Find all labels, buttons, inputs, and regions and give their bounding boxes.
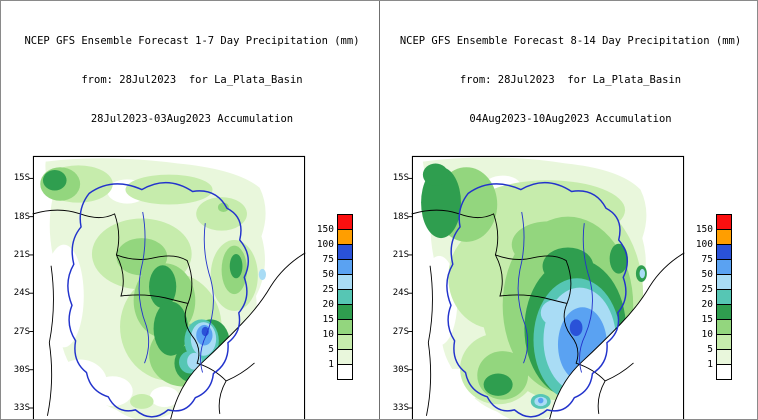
panel-title-line3: 28Jul2023-03Aug2023 Accumulation — [90, 113, 294, 125]
colorbar-label: 75 — [701, 254, 713, 265]
panel-week1-header: NCEP GFS Ensemble Forecast 1-7 Day Preci… — [7, 9, 377, 152]
map-border — [32, 155, 306, 419]
colorbar-swatch — [337, 259, 353, 275]
y-axis-label: 15S — [392, 173, 409, 184]
map-frame-week1 — [29, 155, 306, 419]
y-axis-label: 27S — [392, 326, 409, 337]
colorbar-swatch — [716, 349, 732, 365]
coastline — [549, 252, 685, 419]
colorbar-label: 10 — [322, 329, 334, 340]
colorbar-swatches — [716, 214, 732, 384]
colorbar-label: 25 — [701, 284, 713, 295]
colorbar-swatch — [716, 304, 732, 320]
map-frame-week2 — [408, 155, 685, 419]
y-axis-label: 30S — [13, 364, 30, 375]
colorbar-swatch — [716, 229, 732, 245]
colorbar-label: 20 — [701, 299, 713, 310]
colorbar: 150 100 75 50 25 20 15 10 5 1 — [692, 214, 732, 384]
colorbar-label: 5 — [707, 344, 713, 355]
colorbar-swatch — [337, 289, 353, 305]
colorbar-swatch — [716, 214, 732, 230]
colorbar-label: 100 — [316, 239, 334, 250]
panel-title-line1: NCEP GFS Ensemble Forecast 1-7 Day Preci… — [24, 35, 360, 47]
coastline — [170, 252, 306, 419]
colorbar-swatch — [337, 244, 353, 260]
panel-title-line1: NCEP GFS Ensemble Forecast 8-14 Day Prec… — [399, 35, 742, 47]
colorbar-label: 1 — [328, 359, 334, 370]
panel-title-line2: from: 28Jul2023 for La_Plata_Basin — [459, 74, 682, 86]
basin-boundary — [446, 181, 629, 418]
colorbar-swatches — [337, 214, 353, 384]
colorbar-swatch — [337, 319, 353, 335]
colorbar-swatch — [337, 229, 353, 245]
colorbar-swatch — [716, 244, 732, 260]
panel-week2-header: NCEP GFS Ensemble Forecast 8-14 Day Prec… — [386, 9, 755, 152]
y-axis-label: 30S — [392, 364, 409, 375]
precip-map-week2 — [408, 155, 685, 419]
colorbar-swatch — [337, 349, 353, 365]
colorbar-label: 50 — [322, 269, 334, 280]
colorbar-label: 15 — [701, 314, 713, 325]
colorbar-swatch — [716, 334, 732, 350]
colorbar-label: 150 — [316, 224, 334, 235]
colorbar-label: 20 — [322, 299, 334, 310]
colorbar-label: 75 — [322, 254, 334, 265]
colorbar: 150 100 75 50 25 20 15 10 5 1 — [313, 214, 353, 384]
y-axis: 15S 18S 21S 24S 27S 30S 33S — [386, 156, 412, 419]
colorbar-swatch — [716, 364, 732, 380]
y-axis-label: 24S — [13, 288, 30, 299]
colorbar-swatch — [716, 289, 732, 305]
y-axis-label: 21S — [392, 250, 409, 261]
colorbar-label: 25 — [322, 284, 334, 295]
y-axis-label: 24S — [392, 288, 409, 299]
colorbar-swatch — [337, 214, 353, 230]
panel-week2: NCEP GFS Ensemble Forecast 8-14 Day Prec… — [379, 1, 757, 419]
map-row: 15S 18S 21S 24S 27S 30S 33S — [386, 155, 755, 419]
colorbar-labels: 150 100 75 50 25 20 15 10 5 1 — [313, 214, 337, 384]
colorbar-label: 15 — [322, 314, 334, 325]
colorbar-label: 10 — [701, 329, 713, 340]
y-axis-label: 33S — [13, 403, 30, 414]
colorbar-label: 5 — [328, 344, 334, 355]
panel-week1: NCEP GFS Ensemble Forecast 1-7 Day Preci… — [1, 1, 379, 419]
axis-ticks — [408, 177, 412, 409]
colorbar-swatch — [337, 364, 353, 380]
precip-map-week1 — [29, 155, 306, 419]
basin-boundary — [67, 181, 250, 418]
rivers — [138, 211, 214, 373]
colorbar-swatch — [716, 319, 732, 335]
colorbar-swatch — [337, 304, 353, 320]
y-axis-label: 21S — [13, 250, 30, 261]
panel-title-line2: from: 28Jul2023 for La_Plata_Basin — [81, 74, 303, 86]
y-axis: 15S 18S 21S 24S 27S 30S 33S — [7, 156, 33, 419]
y-axis-label: 18S — [13, 211, 30, 222]
y-axis-label: 15S — [13, 173, 30, 184]
y-axis-label: 18S — [392, 211, 409, 222]
map-row: 15S 18S 21S 24S 27S 30S 33S — [7, 155, 377, 419]
colorbar-swatch — [716, 259, 732, 275]
precip-shading — [33, 156, 305, 419]
colorbar-label: 100 — [695, 239, 713, 250]
colorbar-swatch — [337, 334, 353, 350]
colorbar-swatch — [716, 274, 732, 290]
map-border — [411, 155, 685, 419]
y-axis-label: 27S — [13, 326, 30, 337]
precip-shading — [412, 156, 684, 419]
colorbar-label: 1 — [707, 359, 713, 370]
panel-title-line3: 04Aug2023-10Aug2023 Accumulation — [469, 113, 672, 125]
colorbar-label: 150 — [695, 224, 713, 235]
colorbar-swatch — [337, 274, 353, 290]
rivers — [517, 211, 593, 373]
y-axis-label: 33S — [392, 403, 409, 414]
colorbar-labels: 150 100 75 50 25 20 15 10 5 1 — [692, 214, 716, 384]
axis-ticks — [29, 177, 33, 409]
colorbar-label: 50 — [701, 269, 713, 280]
